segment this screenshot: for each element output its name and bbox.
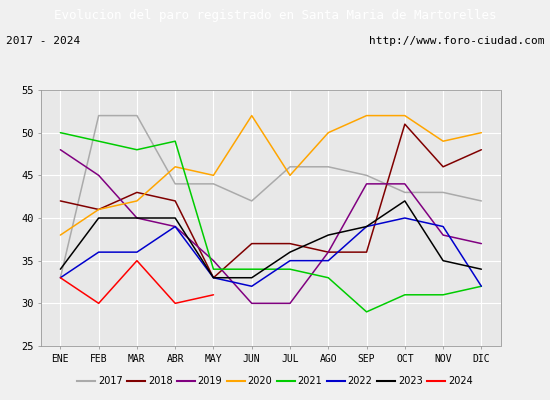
Text: Evolucion del paro registrado en Santa Maria de Martorelles: Evolucion del paro registrado en Santa M…: [54, 8, 496, 22]
Text: http://www.foro-ciudad.com: http://www.foro-ciudad.com: [369, 36, 544, 46]
Legend: 2017, 2018, 2019, 2020, 2021, 2022, 2023, 2024: 2017, 2018, 2019, 2020, 2021, 2022, 2023…: [74, 372, 476, 390]
Text: 2017 - 2024: 2017 - 2024: [6, 36, 80, 46]
